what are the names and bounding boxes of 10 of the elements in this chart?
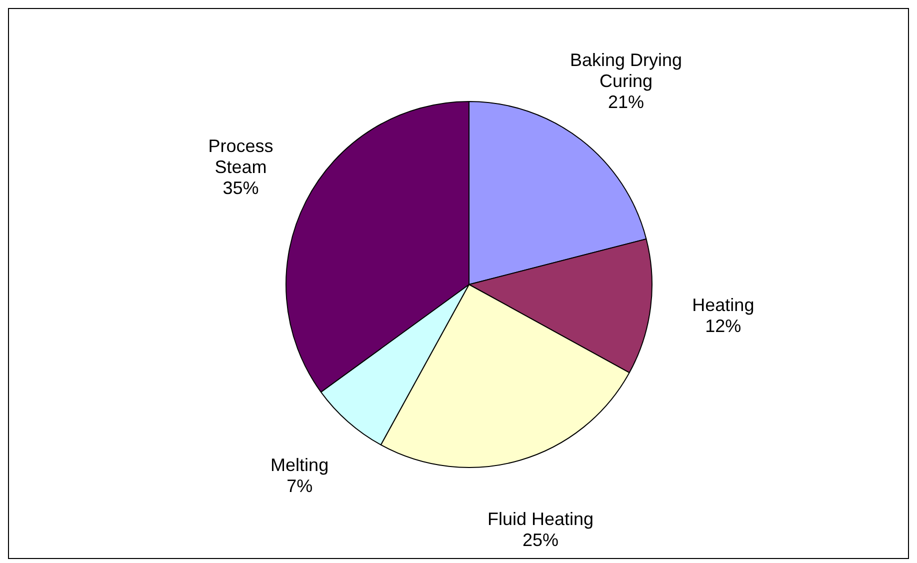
slice-label: Baking Drying Curing — [570, 50, 682, 92]
data-label: 7% — [286, 476, 313, 496]
data-label: 25% — [522, 530, 558, 550]
slice-label: Heating — [692, 295, 754, 316]
data-label: 35% — [222, 178, 259, 198]
slice-label: Process Steam — [208, 136, 274, 178]
slice-label: Melting — [270, 455, 329, 476]
slice-label: Fluid Heating — [487, 508, 594, 529]
data-label: 12% — [705, 316, 742, 336]
data-label: 21% — [608, 92, 644, 112]
